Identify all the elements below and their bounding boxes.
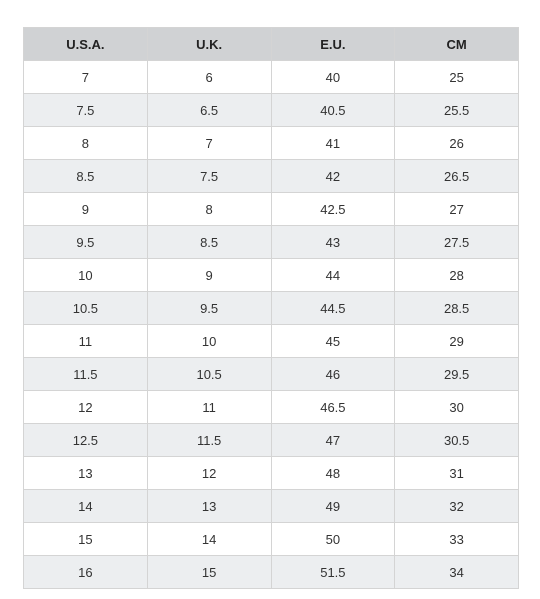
cell-usa: 8 bbox=[23, 126, 148, 160]
table-row: 11.5 10.5 46 29.5 bbox=[23, 357, 519, 391]
column-header-eu: E.U. bbox=[270, 27, 396, 61]
table-row: 9 8 42.5 27 bbox=[23, 192, 519, 226]
cell-cm: 30.5 bbox=[394, 423, 519, 457]
cell-uk: 14 bbox=[146, 522, 272, 556]
cell-usa: 11 bbox=[23, 324, 148, 358]
table-row: 15 14 50 33 bbox=[23, 522, 519, 556]
table-body: 7 6 40 25 7.5 6.5 40.5 25.5 8 7 41 26 8.5 7.5 42 26.5 9 8… bbox=[23, 60, 519, 589]
cell-usa: 10 bbox=[23, 258, 148, 292]
cell-eu: 40 bbox=[270, 60, 396, 94]
column-header-cm: CM bbox=[394, 27, 519, 61]
cell-cm: 25 bbox=[394, 60, 519, 94]
cell-usa: 13 bbox=[23, 456, 148, 490]
cell-eu: 51.5 bbox=[270, 555, 396, 589]
cell-usa: 7.5 bbox=[23, 93, 148, 127]
cell-uk: 12 bbox=[146, 456, 272, 490]
cell-eu: 45 bbox=[270, 324, 396, 358]
cell-cm: 26.5 bbox=[394, 159, 519, 193]
cell-usa: 9.5 bbox=[23, 225, 148, 259]
cell-cm: 28 bbox=[394, 258, 519, 292]
cell-eu: 44.5 bbox=[270, 291, 396, 325]
table-row: 9.5 8.5 43 27.5 bbox=[23, 225, 519, 259]
shoe-size-table: U.S.A. U.K. E.U. CM 7 6 40 25 7.5 6.5 40.5 25.5… bbox=[23, 27, 519, 589]
cell-usa: 11.5 bbox=[23, 357, 148, 391]
cell-eu: 40.5 bbox=[270, 93, 396, 127]
cell-cm: 29 bbox=[394, 324, 519, 358]
table-header: U.S.A. U.K. E.U. CM bbox=[23, 27, 519, 61]
cell-cm: 27.5 bbox=[394, 225, 519, 259]
cell-usa: 15 bbox=[23, 522, 148, 556]
cell-eu: 46 bbox=[270, 357, 396, 391]
cell-cm: 31 bbox=[394, 456, 519, 490]
table-row: 7.5 6.5 40.5 25.5 bbox=[23, 93, 519, 127]
cell-usa: 10.5 bbox=[23, 291, 148, 325]
cell-eu: 43 bbox=[270, 225, 396, 259]
cell-eu: 42.5 bbox=[270, 192, 396, 226]
cell-eu: 50 bbox=[270, 522, 396, 556]
table-row: 16 15 51.5 34 bbox=[23, 555, 519, 589]
table-row: 14 13 49 32 bbox=[23, 489, 519, 523]
cell-cm: 27 bbox=[394, 192, 519, 226]
cell-uk: 13 bbox=[146, 489, 272, 523]
cell-uk: 8.5 bbox=[146, 225, 272, 259]
cell-uk: 7.5 bbox=[146, 159, 272, 193]
table-row: 8 7 41 26 bbox=[23, 126, 519, 160]
cell-uk: 9 bbox=[146, 258, 272, 292]
header-row: U.S.A. U.K. E.U. CM bbox=[23, 27, 519, 61]
cell-uk: 15 bbox=[146, 555, 272, 589]
table-row: 10.5 9.5 44.5 28.5 bbox=[23, 291, 519, 325]
table-row: 12 11 46.5 30 bbox=[23, 390, 519, 424]
cell-uk: 10 bbox=[146, 324, 272, 358]
cell-uk: 9.5 bbox=[146, 291, 272, 325]
cell-usa: 12 bbox=[23, 390, 148, 424]
cell-cm: 29.5 bbox=[394, 357, 519, 391]
cell-uk: 6.5 bbox=[146, 93, 272, 127]
table-row: 8.5 7.5 42 26.5 bbox=[23, 159, 519, 193]
cell-cm: 33 bbox=[394, 522, 519, 556]
cell-cm: 30 bbox=[394, 390, 519, 424]
cell-eu: 47 bbox=[270, 423, 396, 457]
column-header-usa: U.S.A. bbox=[23, 27, 148, 61]
cell-eu: 46.5 bbox=[270, 390, 396, 424]
cell-eu: 48 bbox=[270, 456, 396, 490]
table-row: 11 10 45 29 bbox=[23, 324, 519, 358]
cell-uk: 10.5 bbox=[146, 357, 272, 391]
table-row: 12.5 11.5 47 30.5 bbox=[23, 423, 519, 457]
cell-uk: 7 bbox=[146, 126, 272, 160]
cell-usa: 7 bbox=[23, 60, 148, 94]
cell-uk: 11.5 bbox=[146, 423, 272, 457]
cell-usa: 8.5 bbox=[23, 159, 148, 193]
cell-uk: 11 bbox=[146, 390, 272, 424]
cell-eu: 42 bbox=[270, 159, 396, 193]
cell-usa: 16 bbox=[23, 555, 148, 589]
cell-uk: 8 bbox=[146, 192, 272, 226]
cell-eu: 44 bbox=[270, 258, 396, 292]
cell-cm: 28.5 bbox=[394, 291, 519, 325]
table-row: 13 12 48 31 bbox=[23, 456, 519, 490]
cell-eu: 41 bbox=[270, 126, 396, 160]
cell-cm: 25.5 bbox=[394, 93, 519, 127]
cell-cm: 26 bbox=[394, 126, 519, 160]
size-chart: U.S.A. U.K. E.U. CM 7 6 40 25 7.5 6.5 40.5 25.5… bbox=[23, 27, 519, 589]
cell-usa: 14 bbox=[23, 489, 148, 523]
cell-cm: 34 bbox=[394, 555, 519, 589]
cell-eu: 49 bbox=[270, 489, 396, 523]
cell-usa: 9 bbox=[23, 192, 148, 226]
table-row: 10 9 44 28 bbox=[23, 258, 519, 292]
cell-usa: 12.5 bbox=[23, 423, 148, 457]
cell-uk: 6 bbox=[146, 60, 272, 94]
table-row: 7 6 40 25 bbox=[23, 60, 519, 94]
cell-cm: 32 bbox=[394, 489, 519, 523]
column-header-uk: U.K. bbox=[146, 27, 272, 61]
